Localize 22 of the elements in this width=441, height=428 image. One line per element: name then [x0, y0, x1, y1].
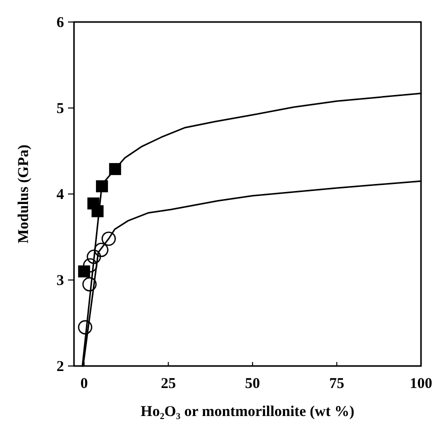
y-tick-label: 2 [56, 359, 64, 375]
point [109, 163, 122, 176]
x-tick-label: 100 [410, 376, 432, 392]
x-tick-label: 25 [160, 376, 176, 392]
point [92, 205, 104, 218]
point [96, 180, 108, 192]
x-axis-title: Ho₂O₃ or montmorillonite (wt %) [140, 404, 354, 420]
point [78, 265, 90, 278]
x-tick-label: 50 [245, 376, 260, 392]
y-axis-title: Modulus (GPa) [16, 144, 32, 244]
point [78, 320, 92, 334]
point [102, 232, 116, 246]
x-tick-label: 0 [80, 376, 88, 392]
y-tick-label: 3 [56, 273, 64, 289]
point [94, 242, 108, 258]
y-tick-label: 6 [56, 15, 64, 31]
y-tick-label: 5 [56, 101, 64, 117]
y-tick-label: 4 [56, 187, 64, 203]
point [83, 258, 98, 273]
x-tick-label: 75 [329, 376, 344, 392]
point [86, 250, 102, 264]
point [82, 277, 97, 292]
